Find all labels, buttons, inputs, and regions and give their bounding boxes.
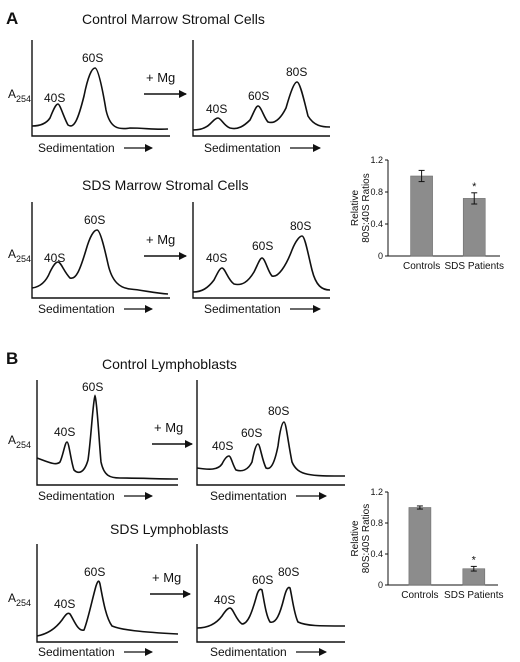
- y-tick-label: 0.8: [370, 187, 383, 197]
- mg-label: + Mg: [146, 232, 175, 247]
- bar-chart-b: 0 0.4 0.8 1.2 Relative 80S:40S Ratios Controls…: [350, 487, 504, 601]
- profile-trace: [196, 586, 346, 629]
- peak-label-40s: 40S: [44, 91, 65, 105]
- section-title-sds-lymphoblasts: SDS Lymphoblasts: [110, 521, 229, 537]
- peak-label-60s: 60S: [248, 89, 269, 103]
- profile-axes: [196, 380, 345, 486]
- profile-sds-lymphoblasts-mg: 40S 60S 80S Sedimentation: [196, 544, 346, 659]
- category-label: Controls: [403, 261, 440, 272]
- profile-sds-lymphoblasts-untreated: A254 40S 60S Sedimentation: [8, 544, 179, 659]
- category-label: SDS Patients: [444, 590, 503, 601]
- peak-label-40s: 40S: [54, 425, 75, 439]
- profile-sds-marrow-mg: 40S 60S 80S Sedimentation: [192, 202, 331, 316]
- y-tick-label: 1.2: [370, 155, 383, 165]
- significance-marker: *: [472, 181, 477, 193]
- peak-label-60s: 60S: [84, 213, 105, 227]
- category-label: SDS Patients: [444, 261, 503, 272]
- absorbance-label: A254: [8, 433, 31, 450]
- profile-axes: [31, 40, 170, 137]
- sedimentation-label: Sedimentation: [210, 645, 287, 659]
- profile-axes: [192, 202, 330, 299]
- section-title-control-lymphoblasts: Control Lymphoblasts: [102, 356, 237, 372]
- peak-label-60s: 60S: [82, 380, 103, 394]
- profile-trace: [196, 421, 346, 477]
- peak-label-40s: 40S: [54, 597, 75, 611]
- category-label: Controls: [401, 590, 438, 601]
- peak-label-40s: 40S: [214, 593, 235, 607]
- peak-label-40s: 40S: [212, 439, 233, 453]
- profile-control-lymphoblasts-mg: 40S 60S 80S Sedimentation: [196, 380, 346, 503]
- peak-label-40s: 40S: [44, 251, 65, 265]
- y-axis-label: Relative: [350, 520, 361, 557]
- panel-letter-b: B: [6, 349, 18, 368]
- panel-letter-a: A: [6, 9, 18, 28]
- profile-control-lymphoblasts-untreated: A254 40S 60S Sedimentation: [8, 380, 179, 503]
- profile-trace: [36, 394, 179, 480]
- section-title-control-marrow: Control Marrow Stromal Cells: [82, 11, 265, 27]
- mg-label: + Mg: [154, 420, 183, 435]
- profile-axes: [36, 544, 178, 643]
- profile-control-marrow-untreated: A254 40S 60S Sedimentation: [8, 40, 170, 155]
- profile-trace: [36, 580, 179, 637]
- absorbance-label: A254: [8, 591, 31, 608]
- peak-label-80s: 80S: [268, 404, 289, 418]
- y-tick-label: 0.4: [370, 549, 383, 559]
- peak-label-60s: 60S: [252, 573, 273, 587]
- profile-trace: [192, 235, 331, 293]
- profile-axes: [31, 202, 170, 299]
- bar: [410, 175, 433, 257]
- peak-label-80s: 80S: [290, 219, 311, 233]
- mg-label: + Mg: [146, 70, 175, 85]
- y-axis-label: 80S:40S Ratios: [361, 173, 372, 243]
- y-axis-label: Relative: [350, 190, 361, 227]
- profile-sds-marrow-untreated: A254 40S 60S Sedimentation: [8, 202, 170, 316]
- y-tick-label: 0.8: [370, 518, 383, 528]
- absorbance-label: A254: [8, 87, 31, 104]
- sedimentation-label: Sedimentation: [204, 141, 281, 155]
- sedimentation-label: Sedimentation: [204, 302, 281, 316]
- significance-marker: *: [472, 554, 477, 566]
- peak-label-60s: 60S: [252, 239, 273, 253]
- y-tick-label: 1.2: [370, 487, 383, 497]
- bar: [462, 198, 486, 257]
- peak-label-80s: 80S: [286, 65, 307, 79]
- y-tick-label: 0.4: [370, 219, 383, 229]
- peak-label-40s: 40S: [206, 102, 227, 116]
- profile-trace: [192, 81, 331, 131]
- y-axis-label: 80S:40S Ratios: [361, 504, 372, 574]
- sedimentation-label: Sedimentation: [210, 489, 287, 503]
- profile-trace: [31, 67, 169, 131]
- section-title-sds-marrow: SDS Marrow Stromal Cells: [82, 177, 248, 193]
- sedimentation-label: Sedimentation: [38, 489, 115, 503]
- profile-trace: [31, 229, 169, 295]
- y-tick-label: 0: [378, 580, 383, 590]
- peak-label-60s: 60S: [84, 565, 105, 579]
- profile-axes: [36, 380, 178, 486]
- absorbance-label: A254: [8, 247, 31, 264]
- bar: [408, 507, 432, 586]
- bar-chart-a: 0 0.4 0.8 1.2 Relative 80S:40S Ratios Controls…: [350, 155, 504, 272]
- sedimentation-label: Sedimentation: [38, 645, 115, 659]
- profile-control-marrow-mg: 40S 60S 80S Sedimentation: [192, 40, 331, 155]
- mg-label: + Mg: [152, 570, 181, 585]
- sedimentation-label: Sedimentation: [38, 302, 115, 316]
- peak-label-80s: 80S: [278, 565, 299, 579]
- sedimentation-label: Sedimentation: [38, 141, 115, 155]
- peak-label-60s: 60S: [241, 426, 262, 440]
- y-tick-label: 0: [378, 251, 383, 261]
- profile-axes: [196, 544, 345, 643]
- peak-label-60s: 60S: [82, 51, 103, 65]
- profile-axes: [192, 40, 330, 137]
- peak-label-40s: 40S: [206, 251, 227, 265]
